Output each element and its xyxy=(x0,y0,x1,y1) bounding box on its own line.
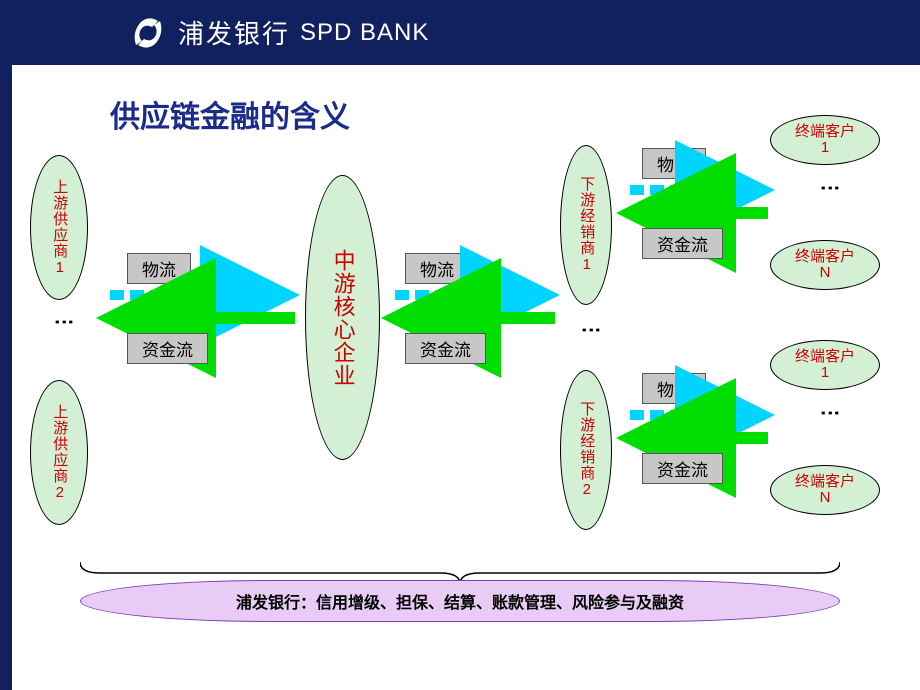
slide-title: 供应链金融的含义 xyxy=(110,92,350,136)
node-terminal-1n: 终端客户N xyxy=(770,240,880,290)
node-terminal-2n: 终端客户N xyxy=(770,465,880,515)
node-core: 中游核心企业 xyxy=(305,175,380,460)
label-funds: 资金流 xyxy=(405,333,486,364)
brand-name-cn: 浦发银行 xyxy=(178,14,290,51)
dots-terminal-1: ⋮ xyxy=(818,178,842,196)
bottom-banner: 浦发银行：信用增级、担保、结算、账款管理、风险参与及融资 xyxy=(80,580,840,622)
label-logistics: 物流 xyxy=(642,148,706,179)
node-upstream-2: 上游供应商2 xyxy=(30,380,88,525)
node-terminal-2a: 终端客户1 xyxy=(770,340,880,390)
label-funds: 资金流 xyxy=(642,453,723,484)
label-funds: 资金流 xyxy=(642,228,723,259)
dots-terminal-2: ⋮ xyxy=(818,403,842,421)
node-downstream-1: 下游经销商1 xyxy=(560,145,612,305)
node-downstream-2: 下游经销商2 xyxy=(560,370,612,530)
label-logistics: 物流 xyxy=(642,373,706,404)
left-accent-bar xyxy=(0,0,12,690)
dots-downstream: ⋮ xyxy=(579,320,603,338)
node-terminal-1a: 终端客户1 xyxy=(770,115,880,165)
node-upstream-1: 上游供应商1 xyxy=(30,155,88,300)
label-funds: 资金流 xyxy=(127,333,208,364)
label-logistics: 物流 xyxy=(405,253,469,284)
label-logistics: 物流 xyxy=(127,253,191,284)
spd-logo-icon xyxy=(130,15,166,51)
brand-name-en: SPD BANK xyxy=(300,19,429,47)
banner-text: 浦发银行：信用增级、担保、结算、账款管理、风险参与及融资 xyxy=(236,589,684,613)
header-bar: 浦发银行 SPD BANK xyxy=(0,0,920,65)
dots-upstream: ⋮ xyxy=(52,312,76,330)
